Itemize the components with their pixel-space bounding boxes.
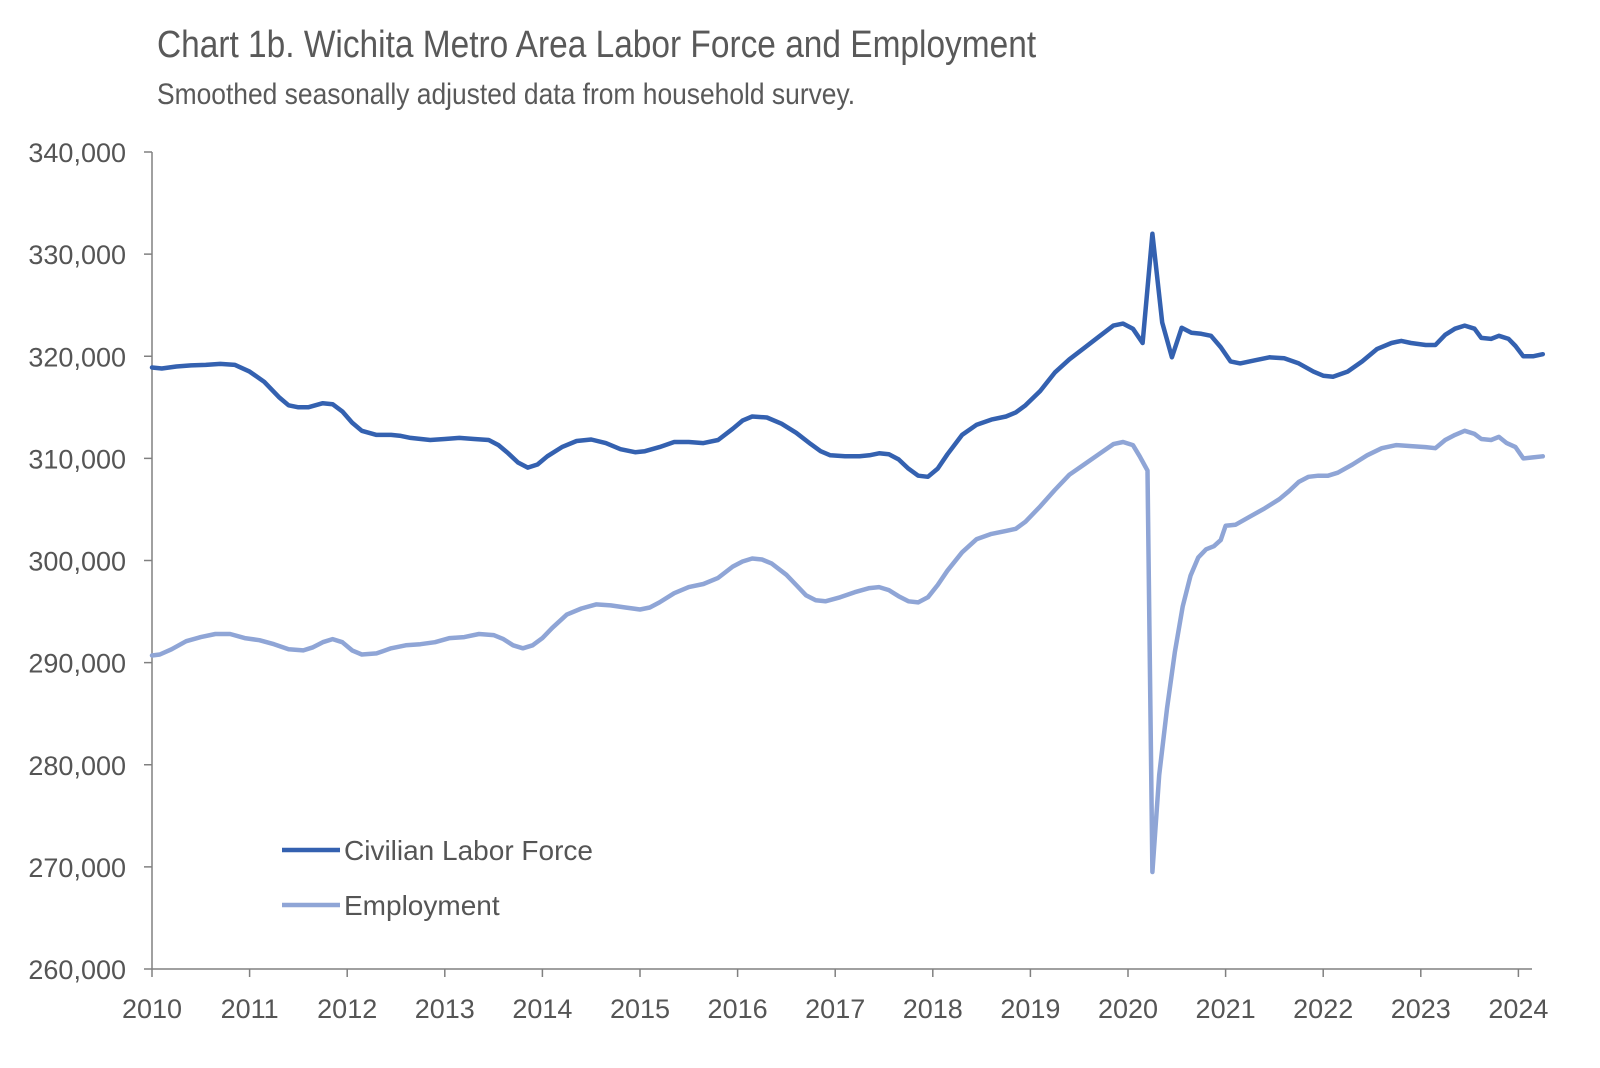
- x-tick-label: 2011: [221, 994, 279, 1024]
- x-tick-label: 2020: [1098, 994, 1158, 1024]
- y-tick-label: 290,000: [28, 649, 126, 679]
- x-tick-label: 2012: [317, 994, 377, 1024]
- x-tick-label: 2023: [1391, 994, 1451, 1024]
- y-tick-label: 260,000: [28, 955, 126, 985]
- legend: Civilian Labor Force Employment: [282, 835, 593, 921]
- series-line-civilian-labor-force: [149, 231, 1546, 480]
- y-tick-label: 300,000: [28, 547, 126, 577]
- legend-label-civilian-labor-force: Civilian Labor Force: [344, 835, 593, 866]
- x-tick-label: 2014: [512, 994, 572, 1024]
- x-tick-label: 2018: [903, 994, 963, 1024]
- y-tick-label: 330,000: [28, 240, 126, 270]
- y-axis-ticks: 260,000 270,000 280,000 290,000 300,000 310,0…: [28, 138, 152, 985]
- x-tick-label: 2022: [1293, 994, 1353, 1024]
- x-tick-label: 2016: [708, 994, 768, 1024]
- y-tick-label: 270,000: [28, 853, 126, 883]
- series-line-employment: [149, 428, 1546, 875]
- y-tick-label: 310,000: [28, 444, 126, 474]
- x-tick-label: 2024: [1488, 994, 1548, 1024]
- y-tick-label: 280,000: [28, 751, 126, 781]
- y-tick-label: 340,000: [28, 138, 126, 168]
- x-tick-label: 2010: [122, 994, 182, 1024]
- x-tick-label: 2013: [415, 994, 475, 1024]
- x-tick-label: 2019: [1000, 994, 1060, 1024]
- y-tick-label: 320,000: [28, 342, 126, 372]
- x-tick-label: 2015: [610, 994, 670, 1024]
- legend-label-employment: Employment: [344, 890, 500, 921]
- x-tick-label: 2017: [805, 994, 865, 1024]
- x-axis-ticks: 2010 2011 2012 2013 2014 2015 2016 2017 2018 2019…: [122, 969, 1548, 1024]
- chart-title: Chart 1b. Wichita Metro Area Labor Force…: [157, 24, 1037, 66]
- x-tick-label: 2021: [1196, 994, 1256, 1024]
- series-layer: [149, 231, 1546, 875]
- chart-subtitle: Smoothed seasonally adjusted data from h…: [157, 78, 856, 111]
